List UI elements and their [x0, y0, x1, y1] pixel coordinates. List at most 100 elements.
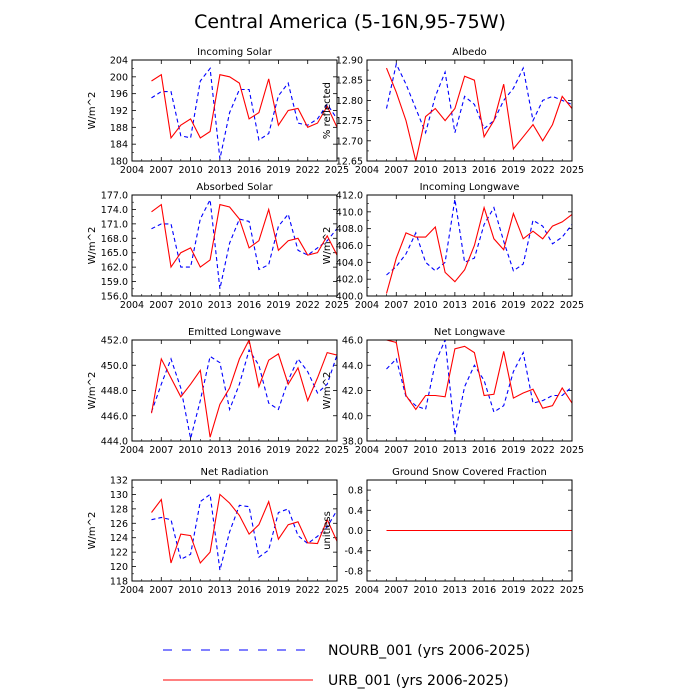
y-tick-label: -0.4 — [344, 546, 363, 557]
y-tick-label: 132 — [110, 476, 128, 487]
x-tick-label: 2019 — [266, 585, 290, 596]
x-tick-label: 2025 — [325, 445, 349, 456]
emitted-longwave-ylabel: W/m^2 — [87, 372, 98, 410]
x-tick-label: 2010 — [413, 300, 437, 311]
ground-snow-covered-fraction-frame — [366, 479, 573, 582]
x-tick-label: 2016 — [237, 300, 261, 311]
y-tick-label: 204 — [110, 56, 128, 67]
y-tick-label: 120 — [110, 562, 128, 573]
x-tick-label: 2013 — [443, 165, 467, 176]
x-tick-label: 2025 — [560, 165, 584, 176]
y-tick-label: 12.65 — [336, 157, 363, 168]
y-tick-label: 177.0 — [101, 191, 128, 202]
series-line-urb-001 — [385, 67, 572, 161]
y-tick-label: 450.0 — [101, 361, 128, 372]
albedo-title: Albedo — [452, 47, 487, 58]
x-tick-label: 2019 — [266, 445, 290, 456]
y-tick-label: 12.90 — [336, 56, 363, 67]
x-tick-label: 2010 — [178, 300, 202, 311]
y-tick-label: 126 — [110, 519, 128, 530]
x-tick-label: 2007 — [149, 300, 173, 311]
series-line-nourb-001 — [386, 340, 572, 435]
x-tick-label: 2025 — [560, 300, 584, 311]
x-tick-label: 2013 — [208, 445, 232, 456]
x-tick-label: 2010 — [413, 165, 437, 176]
legend: NOURB_001 (yrs 2006-2025) URB_001 (yrs 20… — [163, 643, 530, 689]
x-tick-label: 2004 — [355, 300, 379, 311]
x-tick-label: 2007 — [384, 300, 408, 311]
x-tick-label: 2025 — [325, 585, 349, 596]
series-line-nourb-001 — [385, 62, 572, 135]
x-tick-label: 2022 — [296, 585, 320, 596]
x-tick-label: 2016 — [237, 165, 261, 176]
x-tick-label: 2022 — [296, 300, 320, 311]
x-tick-label: 2007 — [384, 585, 408, 596]
y-tick-label: 402.0 — [336, 275, 363, 286]
y-tick-label: 410.0 — [336, 207, 363, 218]
emitted-longwave-title: Emitted Longwave — [188, 327, 281, 338]
y-tick-label: 188 — [110, 123, 128, 134]
x-tick-label: 2025 — [325, 300, 349, 311]
x-tick-label: 2022 — [296, 445, 320, 456]
ground-snow-covered-fraction-title: Ground Snow Covered Fraction — [392, 467, 547, 478]
y-tick-label: 448.0 — [101, 386, 128, 397]
y-tick-label: 159.0 — [101, 277, 128, 288]
panel-ground-snow-covered-fraction: Ground Snow Covered Fraction unitless 2004… — [322, 467, 584, 596]
x-tick-label: 2019 — [266, 300, 290, 311]
y-tick-label: 156.0 — [101, 292, 128, 303]
y-tick-label: 400.0 — [336, 292, 363, 303]
incoming-longwave-frame — [366, 194, 573, 297]
y-tick-label: 412.0 — [336, 191, 363, 202]
series-line-nourb-001 — [151, 197, 337, 289]
series-line-urb-001 — [151, 493, 337, 565]
y-tick-label: 12.75 — [336, 116, 363, 127]
x-tick-label: 2016 — [472, 300, 496, 311]
y-tick-label: 130 — [110, 490, 128, 501]
absorbed-solar-ylabel: W/m^2 — [87, 227, 98, 265]
y-tick-label: 452.0 — [101, 336, 128, 347]
incoming-solar-title: Incoming Solar — [197, 47, 273, 58]
panel-absorbed-solar: Absorbed Solar W/m^2 2004 2007 2010 2013 2016 2… — [87, 182, 349, 311]
y-tick-label: 128 — [110, 504, 128, 515]
y-tick-label: 122 — [110, 548, 128, 559]
emitted-longwave-frame — [131, 339, 338, 442]
y-tick-label: 162.0 — [101, 263, 128, 274]
ground-snow-covered-fraction-ylabel: unitless — [322, 511, 333, 550]
x-tick-label: 2010 — [178, 165, 202, 176]
incoming-longwave-title: Incoming Longwave — [420, 182, 520, 193]
x-tick-label: 2010 — [413, 585, 437, 596]
x-tick-label: 2019 — [501, 165, 525, 176]
y-tick-label: 124 — [110, 533, 128, 544]
legend-label: URB_001 (yrs 2006-2025) — [328, 673, 509, 689]
x-tick-label: 2007 — [149, 165, 173, 176]
y-tick-label: 0.8 — [348, 486, 363, 497]
net-radiation-ylabel: W/m^2 — [87, 512, 98, 550]
y-tick-label: 0.4 — [348, 506, 363, 517]
series-line-nourb-001 — [151, 66, 337, 160]
y-tick-label: 404.0 — [336, 258, 363, 269]
x-tick-label: 2022 — [531, 445, 555, 456]
x-tick-label: 2019 — [266, 165, 290, 176]
y-tick-label: -0.8 — [344, 566, 363, 577]
x-tick-label: 2010 — [178, 445, 202, 456]
x-tick-label: 2016 — [237, 445, 261, 456]
absorbed-solar-frame — [131, 194, 338, 297]
x-tick-label: 2004 — [120, 165, 144, 176]
incoming-solar-frame — [131, 59, 338, 162]
x-tick-label: 2007 — [149, 585, 173, 596]
y-tick-label: 12.70 — [336, 136, 363, 147]
y-tick-label: 174.0 — [101, 205, 128, 216]
incoming-longwave-ylabel: W/m^2 — [322, 227, 333, 265]
x-tick-label: 2013 — [208, 585, 232, 596]
x-tick-label: 2010 — [178, 585, 202, 596]
x-tick-label: 2019 — [501, 445, 525, 456]
y-tick-label: 168.0 — [101, 234, 128, 245]
y-tick-label: 0.0 — [348, 526, 363, 537]
panel-net-radiation: Net Radiation W/m^2 2004 2007 2010 2013 2016 20… — [87, 467, 349, 596]
panel-emitted-longwave: Emitted Longwave W/m^2 2004 2007 2010 2013 201… — [87, 327, 349, 456]
x-tick-label: 2007 — [384, 165, 408, 176]
albedo-frame — [366, 59, 573, 162]
x-tick-label: 2004 — [355, 165, 379, 176]
x-tick-label: 2004 — [120, 300, 144, 311]
